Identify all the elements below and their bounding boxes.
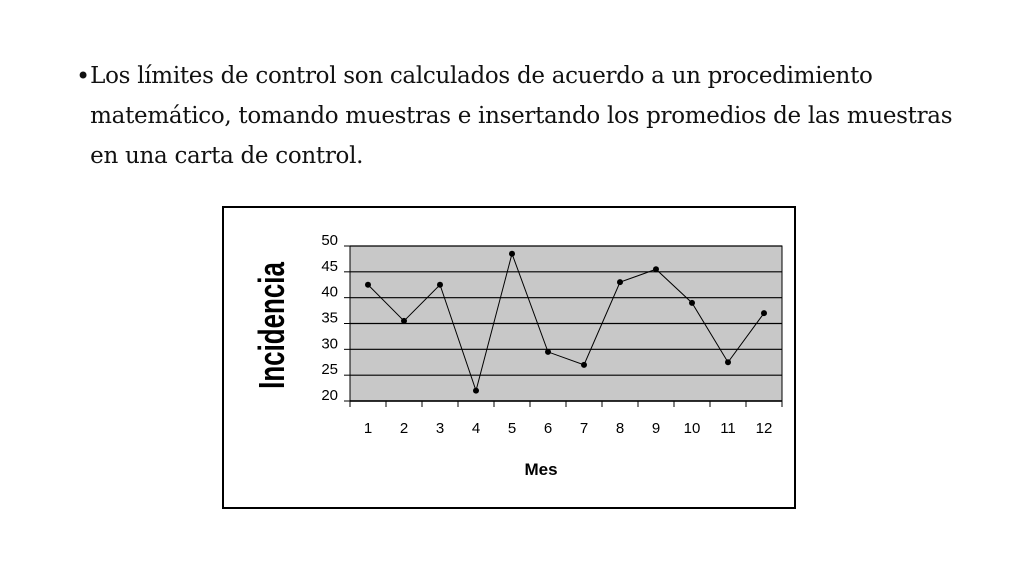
data-point bbox=[761, 310, 767, 317]
x-tick-label: 7 bbox=[580, 420, 588, 437]
x-tick-label: 1 bbox=[364, 420, 372, 437]
data-point bbox=[617, 279, 623, 286]
y-axis-title: Incidencia bbox=[252, 262, 292, 389]
x-axis-title: Mes bbox=[524, 460, 557, 479]
y-tick-label: 30 bbox=[321, 335, 338, 352]
x-tick-label: 10 bbox=[684, 420, 701, 437]
data-point bbox=[689, 299, 695, 306]
control-chart: 50 45 40 35 30 25 20 1 2 3 4 5 6 7 8 9 10 11 12 Incidencia M… bbox=[222, 206, 796, 509]
y-tick-label: 20 bbox=[321, 387, 338, 404]
data-point bbox=[365, 281, 371, 288]
x-tick-label: 5 bbox=[508, 420, 516, 437]
data-point bbox=[437, 281, 443, 288]
x-tick-label: 3 bbox=[436, 420, 444, 437]
bullet-symbol: • bbox=[76, 62, 91, 90]
y-tick-label: 45 bbox=[321, 258, 338, 275]
data-point bbox=[725, 359, 731, 366]
x-tick-label: 9 bbox=[652, 420, 660, 437]
x-tick-label: 6 bbox=[544, 420, 552, 437]
data-point bbox=[653, 266, 659, 273]
x-tick-label: 4 bbox=[472, 420, 480, 437]
data-point bbox=[581, 361, 587, 368]
data-point bbox=[545, 348, 551, 355]
x-tick-label: 8 bbox=[616, 420, 624, 437]
y-tick-label: 50 bbox=[321, 232, 338, 249]
x-tick-label: 12 bbox=[756, 420, 773, 437]
data-point bbox=[401, 317, 407, 324]
x-tick-label: 11 bbox=[720, 420, 736, 437]
data-point bbox=[509, 250, 515, 257]
y-tick-label: 35 bbox=[321, 310, 338, 327]
y-tick-label: 25 bbox=[321, 361, 338, 378]
data-point bbox=[473, 387, 479, 394]
series-line bbox=[367, 252, 765, 393]
bullet-text: Los límites de control son calculados de… bbox=[90, 63, 953, 169]
y-tick-label: 40 bbox=[321, 284, 338, 301]
x-tick-label: 2 bbox=[400, 420, 408, 437]
bullet-item: • Los límites de control son calculados … bbox=[76, 56, 956, 176]
